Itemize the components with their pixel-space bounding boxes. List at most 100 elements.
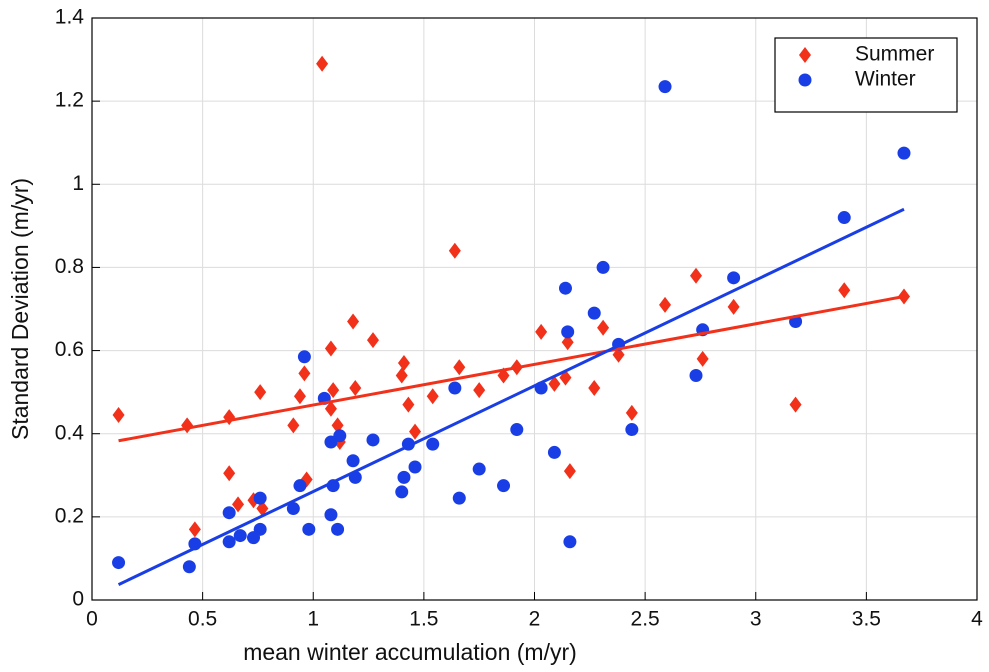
circle-marker — [253, 491, 267, 505]
diamond-marker — [548, 375, 561, 392]
diamond-marker — [690, 267, 703, 284]
diamond-marker — [727, 298, 740, 315]
circle-marker — [395, 485, 409, 499]
x-tick-label: 2.5 — [631, 608, 660, 631]
x-tick-label: 3 — [750, 608, 762, 631]
diamond-marker — [366, 332, 379, 349]
fit-line — [118, 295, 905, 443]
circle-marker — [286, 502, 300, 516]
diamond-marker — [561, 334, 574, 351]
circle-marker — [222, 535, 236, 549]
axes-frame — [91, 17, 978, 601]
y-axis-label: Standard Deviation (m/yr) — [7, 178, 33, 440]
y-tick-label: 0.8 — [55, 255, 84, 278]
circle-marker — [397, 470, 411, 484]
circle-marker — [596, 260, 610, 274]
circle-marker — [297, 350, 311, 364]
circle-marker — [727, 271, 741, 285]
y-tick-label: 0.2 — [55, 504, 84, 527]
diamond-marker — [625, 404, 638, 421]
diamond-marker — [696, 350, 709, 367]
circle-marker — [448, 381, 462, 395]
diamond-marker — [316, 55, 329, 72]
circle-marker — [324, 508, 338, 522]
diamond-marker — [789, 396, 802, 413]
diamond-marker — [535, 323, 548, 340]
circle-marker — [658, 80, 672, 94]
fit-line — [117, 207, 905, 586]
x-tick-label: 2 — [529, 608, 541, 631]
diamond-marker — [347, 313, 360, 330]
circle-marker — [561, 325, 575, 339]
diamond-marker — [287, 417, 300, 434]
diamond-marker — [588, 379, 601, 396]
circle-marker — [346, 454, 360, 468]
x-axis-label: mean winter accumulation (m/yr) — [243, 639, 577, 665]
circle-marker — [510, 423, 524, 437]
legend-label: Summer — [855, 43, 934, 66]
circle-marker — [233, 529, 247, 543]
diamond-marker — [397, 355, 410, 372]
circle-marker — [253, 522, 267, 536]
circle-marker — [587, 306, 601, 320]
diamond-marker — [247, 492, 260, 509]
circle-marker — [497, 479, 511, 493]
circle-marker — [547, 445, 561, 459]
x-tick-label: 3.5 — [852, 608, 881, 631]
y-tick-label: 1.2 — [55, 89, 84, 112]
circle-marker — [182, 560, 196, 574]
diamond-marker — [112, 407, 125, 424]
circle-marker — [112, 556, 126, 570]
x-tick-label: 1 — [307, 608, 319, 631]
circle-marker — [333, 429, 347, 443]
diamond-marker — [349, 379, 362, 396]
y-tick-label: 1.4 — [55, 6, 85, 29]
circle-marker — [331, 522, 345, 536]
x-tick-label: 0 — [86, 608, 98, 631]
diamond-marker — [324, 340, 337, 357]
circle-marker — [293, 479, 307, 493]
diamond-marker — [254, 384, 267, 401]
diamond-marker — [327, 382, 340, 399]
diamond-marker — [188, 521, 201, 538]
diamond-marker — [232, 496, 245, 513]
diamond-marker — [402, 396, 415, 413]
circle-marker — [897, 146, 911, 160]
circle-marker — [408, 460, 422, 474]
diamond-marker — [473, 382, 486, 399]
circle-marker — [625, 423, 639, 437]
diamond-marker — [563, 463, 576, 480]
circle-marker — [798, 73, 812, 87]
diamond-marker — [298, 365, 311, 382]
y-tick-label: 1 — [72, 172, 84, 195]
circle-marker — [837, 211, 851, 225]
circle-marker — [558, 281, 572, 295]
circle-marker — [472, 462, 486, 476]
circle-marker — [563, 535, 577, 549]
diamond-marker — [659, 296, 672, 313]
diamond-marker — [838, 282, 851, 299]
diamond-marker — [453, 359, 466, 376]
diamond-marker — [799, 47, 811, 63]
diamond-marker — [426, 388, 439, 405]
y-tick-label: 0.6 — [55, 338, 84, 361]
diamond-marker — [448, 242, 461, 259]
diamond-marker — [395, 367, 408, 384]
circle-marker — [222, 506, 236, 520]
diamond-marker — [324, 400, 337, 417]
diamond-marker — [293, 388, 306, 405]
x-tick-label: 4 — [971, 608, 983, 631]
circle-marker — [689, 369, 703, 383]
legend-label: Winter — [855, 68, 916, 91]
circle-marker — [302, 522, 316, 536]
x-tick-label: 1.5 — [409, 608, 438, 631]
diamond-marker — [597, 319, 610, 336]
diamond-marker — [409, 423, 422, 440]
diamond-marker — [223, 465, 236, 482]
circle-marker — [426, 437, 440, 451]
y-tick-label: 0 — [72, 588, 84, 611]
circle-marker — [366, 433, 380, 447]
x-tick-label: 0.5 — [188, 608, 217, 631]
y-tick-label: 0.4 — [55, 421, 85, 444]
